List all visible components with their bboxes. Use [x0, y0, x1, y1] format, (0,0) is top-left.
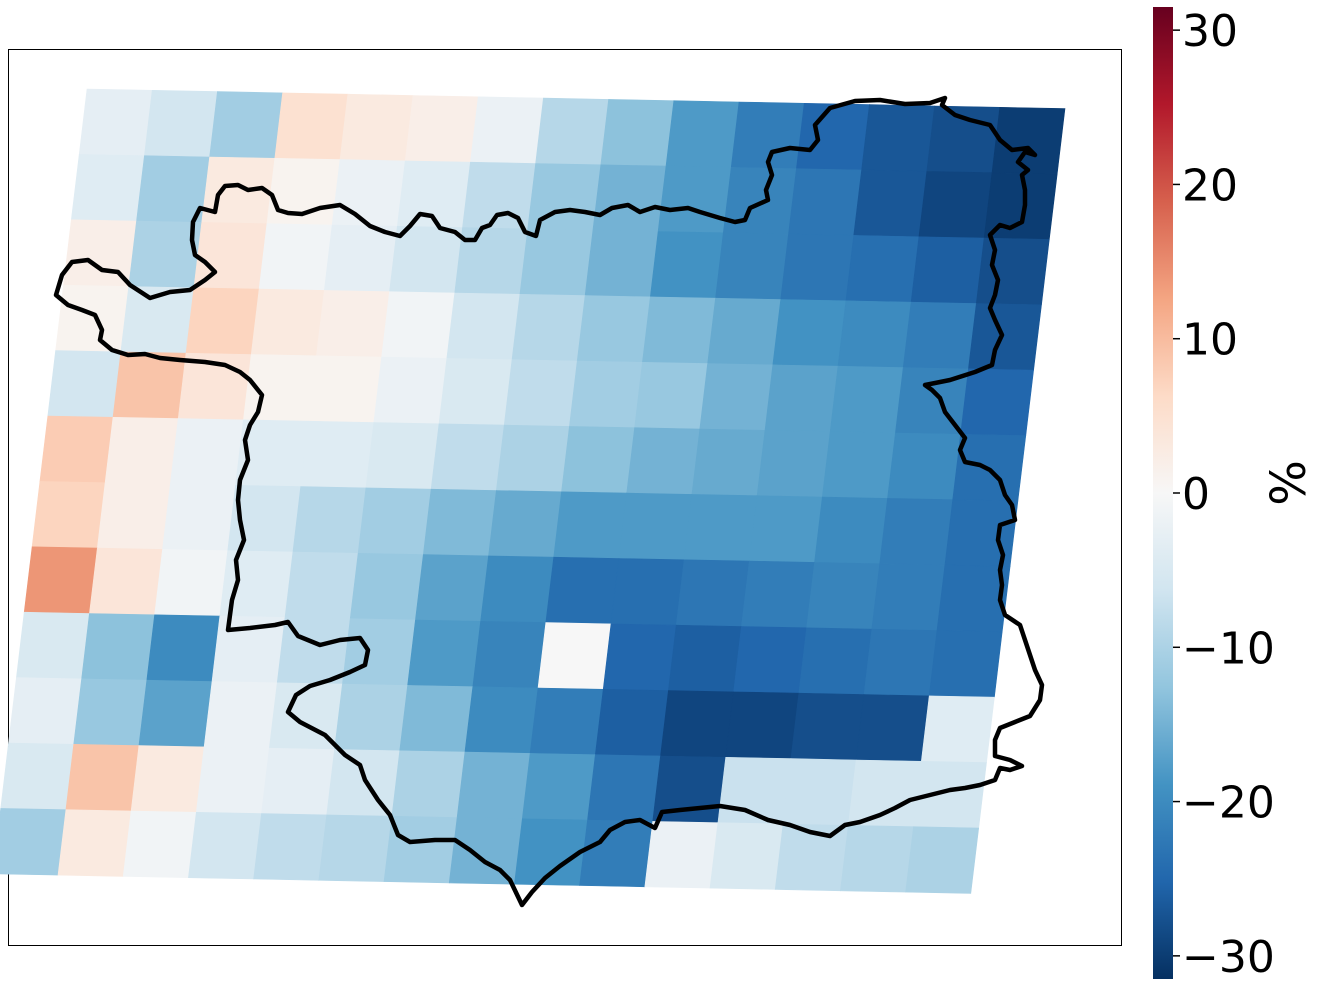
region-boundary [53, 95, 1045, 908]
colorbar-tick-label: 20 [1182, 160, 1238, 211]
colorbar-tick-label: −10 [1182, 623, 1275, 674]
colorbar-label: % [1261, 460, 1317, 506]
colorbar-gradient [1153, 7, 1173, 979]
map-frame [8, 49, 1122, 946]
colorbar-tick-label: 10 [1182, 315, 1238, 366]
colorbar-tick-label: 0 [1182, 469, 1210, 520]
heatmap-cell [905, 826, 980, 894]
colorbar-tick-label: 30 [1182, 6, 1238, 57]
colorbar-tick-label: −20 [1182, 778, 1275, 829]
colorbar-tick-label: −30 [1182, 932, 1275, 983]
colorbar-ticks: −30 −20 −10 0 10 20 30 [1173, 6, 1275, 983]
